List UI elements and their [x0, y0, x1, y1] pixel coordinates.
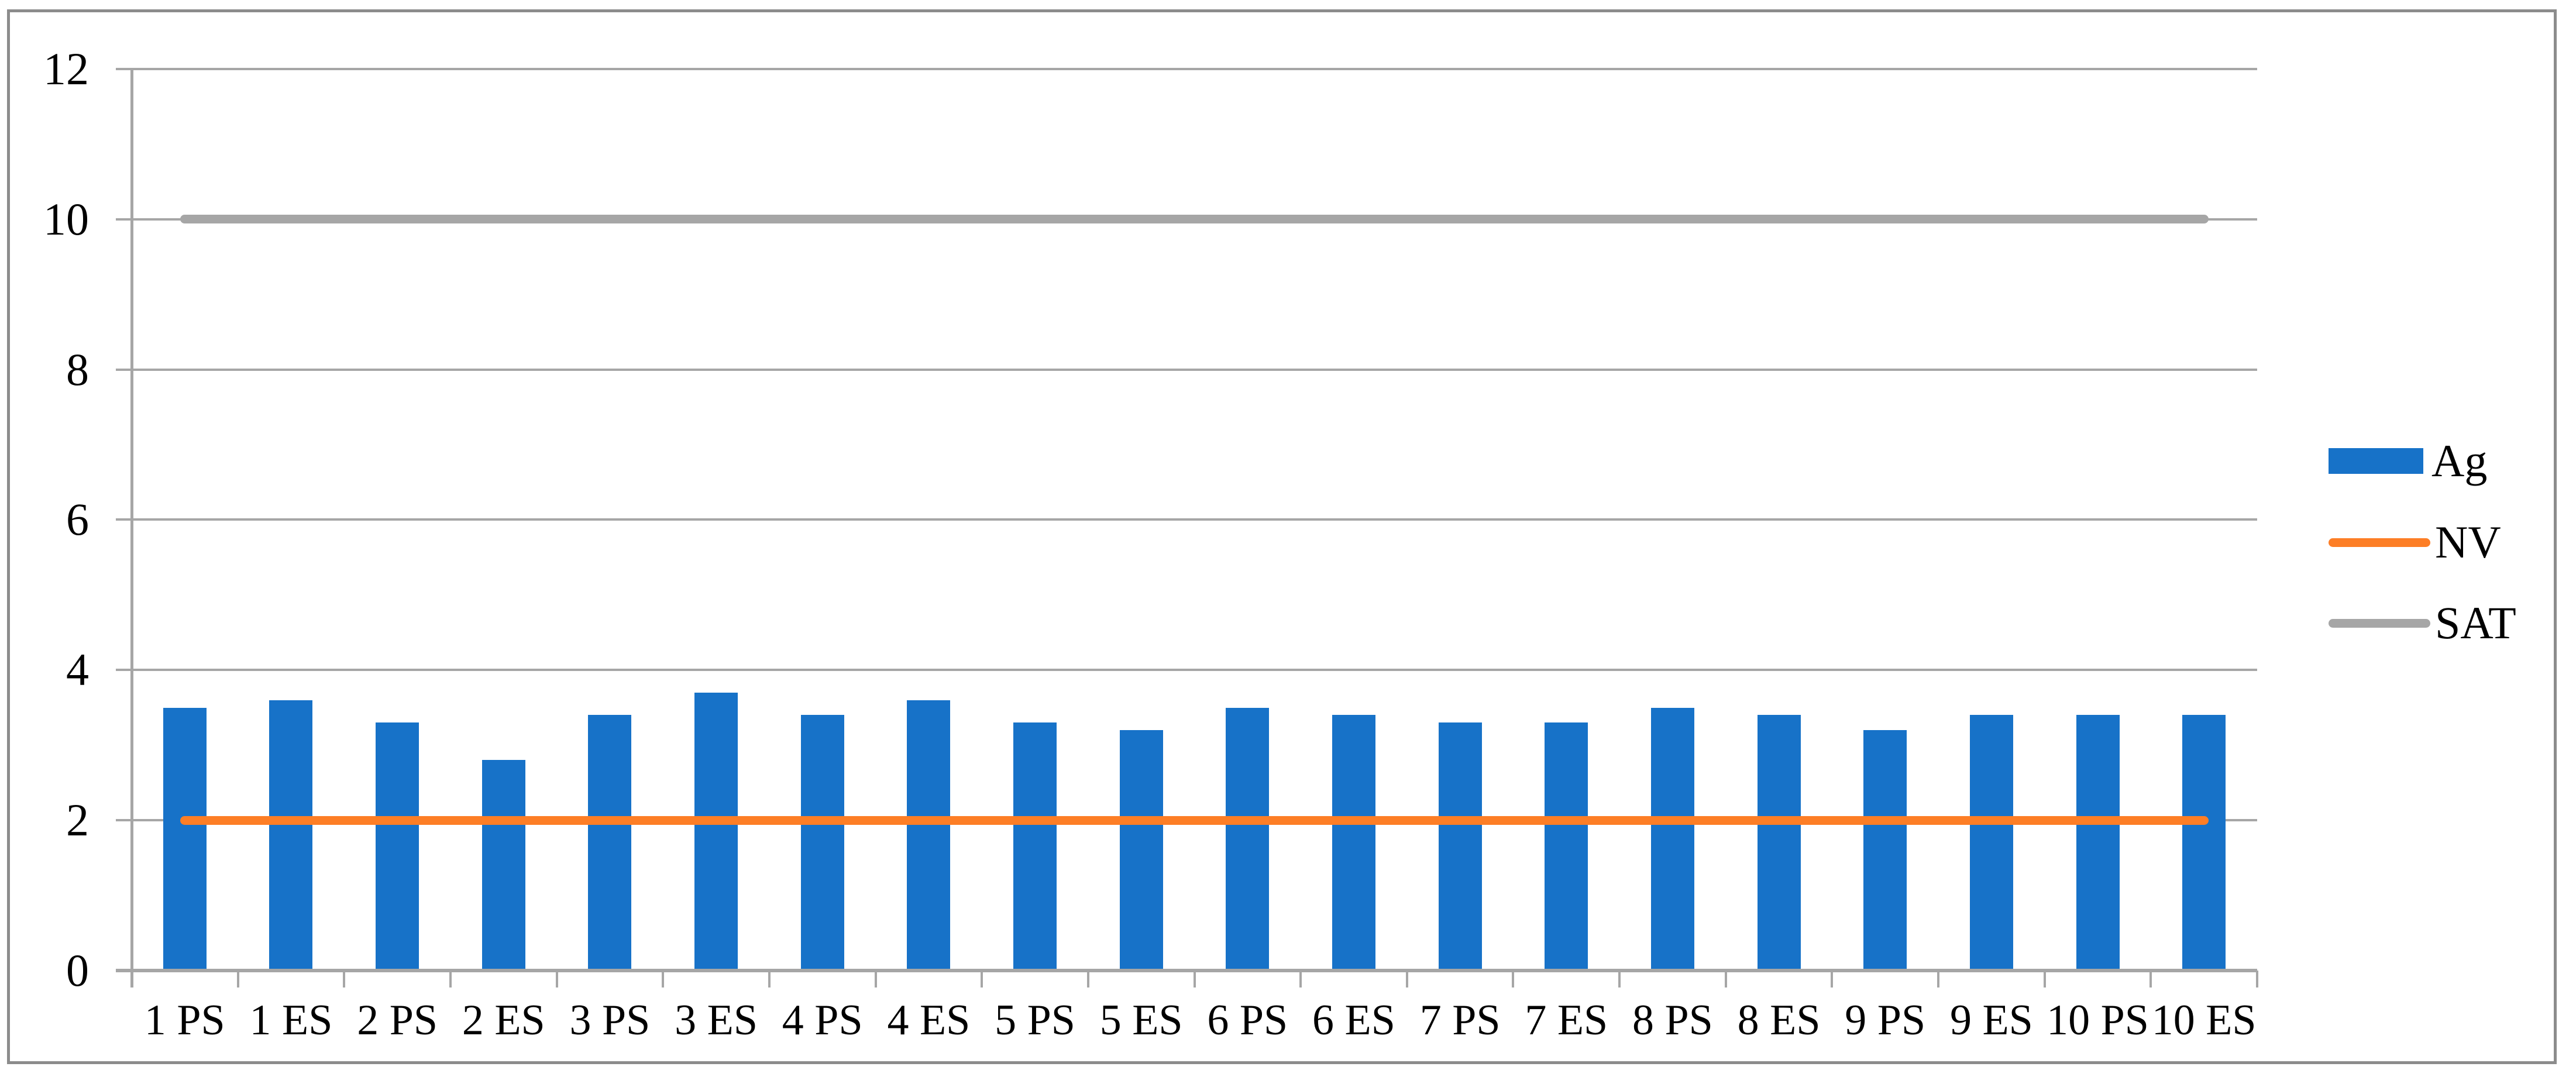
x-tick-label: 8 PS [1632, 996, 1713, 1044]
bar-10-es [2182, 715, 2226, 969]
x-axis-tick [449, 971, 452, 987]
x-tick-label: 1 PS [144, 996, 225, 1044]
x-tick-label: 7 PS [1419, 996, 1501, 1044]
x-axis-tick [1086, 971, 1089, 987]
bar-6-es [1332, 715, 1375, 969]
bar-4-ps [800, 715, 844, 969]
x-tick-label: 3 ES [675, 996, 758, 1044]
bar-9-es [1969, 715, 2013, 969]
legend-item-sat: SAT [2329, 597, 2516, 649]
x-axis-tick [1937, 971, 1940, 987]
legend-item-nv: NV [2329, 516, 2501, 569]
series-line-sat [180, 215, 2209, 224]
x-tick-label: 5 PS [995, 996, 1075, 1044]
x-axis-tick [768, 971, 771, 987]
y-tick-label: 6 [66, 494, 89, 545]
x-tick-label: 10 PS [2047, 996, 2149, 1044]
bar-2-ps [376, 722, 419, 969]
gridline [116, 518, 2257, 521]
gridline [116, 368, 2257, 371]
x-tick-label: 3 PS [569, 996, 651, 1044]
legend-swatch-nv [2329, 538, 2430, 547]
chart-border-frame [7, 9, 2557, 1064]
bar-8-ps [1650, 707, 1694, 969]
x-axis-tick [1299, 971, 1302, 987]
x-tick-label: 7 ES [1525, 996, 1608, 1044]
x-tick-label: 6 ES [1312, 996, 1395, 1044]
bar-1-ps [163, 707, 207, 969]
x-axis-tick [662, 971, 665, 987]
x-axis-tick [236, 971, 239, 987]
bar-5-es [1119, 730, 1163, 969]
bar-5-ps [1013, 722, 1057, 969]
bar-6-ps [1226, 707, 1270, 969]
x-axis-tick [1724, 971, 1727, 987]
x-tick-label: 6 PS [1207, 996, 1288, 1044]
y-tick-label: 10 [43, 193, 89, 245]
y-axis-line [130, 68, 133, 987]
y-tick-label: 4 [66, 644, 89, 696]
x-axis-tick [874, 971, 877, 987]
x-axis-tick [1193, 971, 1196, 987]
bar-7-es [1545, 722, 1588, 969]
x-tick-label: 8 ES [1737, 996, 1821, 1044]
legend-label-nv: NV [2435, 517, 2501, 567]
bar-7-ps [1438, 722, 1482, 969]
gridline [116, 67, 2257, 70]
bar-3-es [694, 692, 738, 969]
bar-4-es [907, 700, 951, 969]
gridline [116, 669, 2257, 672]
legend: Ag NV SAT [2329, 0, 2574, 1077]
x-tick-label: 2 ES [462, 996, 545, 1044]
x-axis-tick [343, 971, 346, 987]
y-tick-label: 12 [43, 43, 89, 94]
legend-swatch-sat [2329, 618, 2430, 628]
x-tick-label: 10 ES [2151, 996, 2257, 1044]
legend-item-ag: Ag [2329, 435, 2487, 487]
x-axis-tick [1512, 971, 1515, 987]
x-axis-tick [555, 971, 558, 987]
x-tick-label: 9 PS [1845, 996, 1926, 1044]
legend-label-ag: Ag [2431, 435, 2488, 486]
x-axis-tick [1405, 971, 1408, 987]
bar-3-ps [588, 715, 632, 969]
x-axis-line [116, 969, 2257, 972]
series-line-nv [180, 816, 2209, 825]
x-tick-label: 5 ES [1099, 996, 1183, 1044]
x-axis-tick [2256, 971, 2258, 987]
legend-swatch-ag [2329, 448, 2423, 474]
y-tick-label: 2 [66, 794, 89, 846]
x-axis-tick [1831, 971, 1834, 987]
x-axis-tick [981, 971, 983, 987]
x-tick-label: 4 ES [887, 996, 971, 1044]
x-tick-label: 1 ES [249, 996, 333, 1044]
x-axis-tick [2043, 971, 2046, 987]
y-tick-label: 8 [66, 343, 89, 395]
bar-2-es [482, 760, 525, 969]
x-axis-tick [2149, 971, 2152, 987]
x-tick-label: 2 PS [357, 996, 438, 1044]
bar-8-es [1757, 715, 1801, 969]
x-axis-tick [1618, 971, 1621, 987]
bar-9-ps [1863, 730, 1907, 969]
x-tick-label: 4 PS [782, 996, 863, 1044]
y-tick-label: 0 [66, 945, 89, 996]
bar-10-ps [2076, 715, 2120, 969]
x-tick-label: 9 ES [1949, 996, 2033, 1044]
legend-label-sat: SAT [2435, 597, 2516, 648]
bar-1-es [269, 700, 313, 969]
